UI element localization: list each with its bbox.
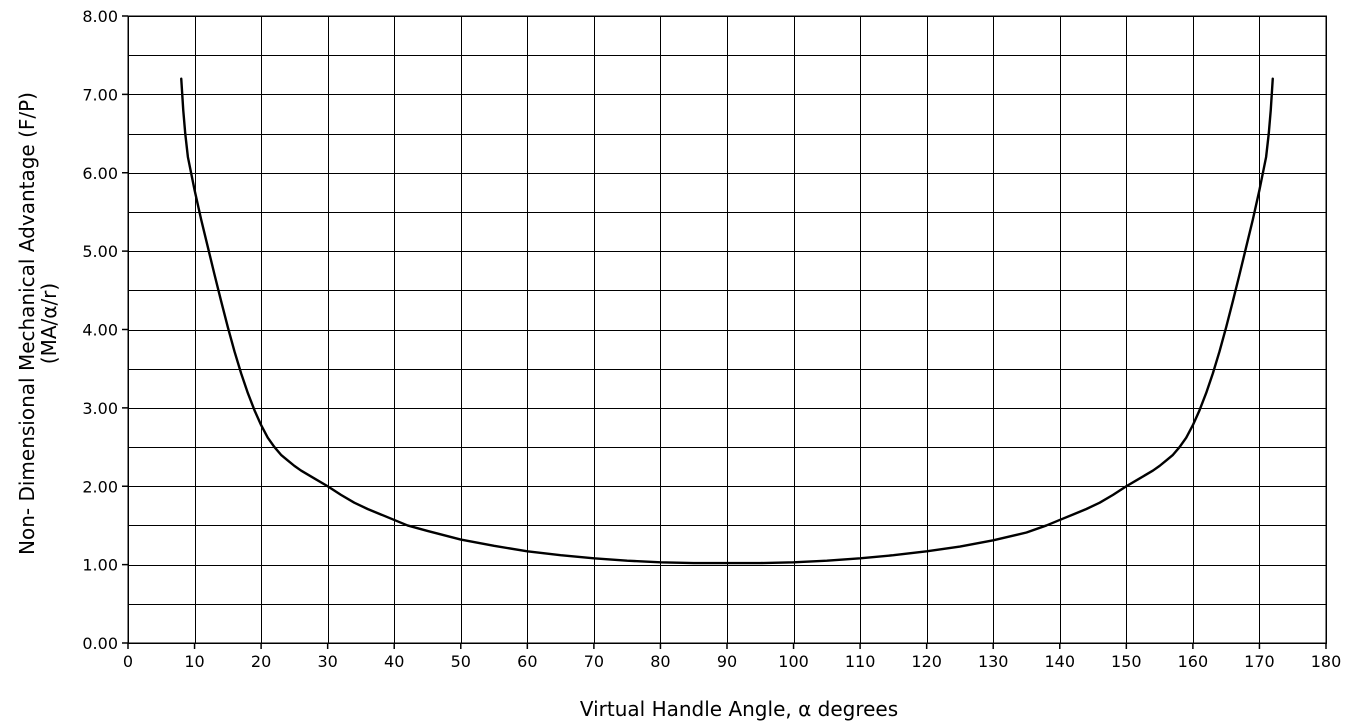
x-tick-label: 90 bbox=[717, 652, 737, 671]
x-tick-label: 60 bbox=[517, 652, 537, 671]
x-tick-label: 130 bbox=[978, 652, 1009, 671]
x-tick-label: 0 bbox=[123, 652, 133, 671]
x-tick-label: 160 bbox=[1178, 652, 1209, 671]
x-tick-label: 180 bbox=[1311, 652, 1342, 671]
y-tick-label: 7.00 bbox=[82, 85, 118, 104]
y-axis-tick-labels: 0.00 1.00 2.00 3.00 4.00 5.00 6.00 7.00 8.00 bbox=[82, 7, 128, 653]
x-tick-label: 140 bbox=[1045, 652, 1076, 671]
y-tick-label: 4.00 bbox=[82, 321, 118, 340]
x-tick-label: 110 bbox=[845, 652, 876, 671]
y-axis-title: Non- Dimensional Mechanical Advantage (F… bbox=[15, 92, 61, 555]
x-tick-label: 150 bbox=[1111, 652, 1142, 671]
x-tick-label: 20 bbox=[251, 652, 271, 671]
x-tick-label: 170 bbox=[1244, 652, 1275, 671]
x-axis-title: Virtual Handle Angle, α degrees bbox=[580, 697, 898, 721]
x-tick-label: 80 bbox=[650, 652, 670, 671]
y-tick-label: 5.00 bbox=[82, 242, 118, 261]
series-line bbox=[180, 77, 1274, 565]
x-tick-label: 70 bbox=[584, 652, 604, 671]
x-tick-label: 10 bbox=[184, 652, 204, 671]
x-tick-label: 50 bbox=[451, 652, 471, 671]
y-tick-label: 1.00 bbox=[82, 556, 118, 575]
y-tick-label: 0.00 bbox=[82, 634, 118, 653]
grid-lines bbox=[128, 16, 1326, 643]
y-axis-title-line-1: Non- Dimensional Mechanical Advantage (F… bbox=[15, 92, 39, 555]
x-tick-label: 40 bbox=[384, 652, 404, 671]
x-tick-label: 120 bbox=[911, 652, 942, 671]
y-tick-label: 3.00 bbox=[82, 399, 118, 418]
y-tick-label: 2.00 bbox=[82, 477, 118, 496]
x-tick-label: 30 bbox=[317, 652, 337, 671]
y-tick-label: 6.00 bbox=[82, 164, 118, 183]
x-tick-label: 100 bbox=[778, 652, 809, 671]
y-axis-title-line-2: (MA/α/r) bbox=[37, 283, 61, 364]
x-axis-tick-labels: 0 10 20 30 40 50 60 70 80 90 100 110 120 130 140 150 160… bbox=[123, 643, 1341, 671]
y-tick-label: 8.00 bbox=[82, 7, 118, 26]
